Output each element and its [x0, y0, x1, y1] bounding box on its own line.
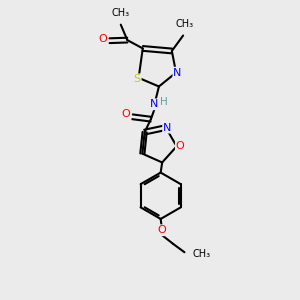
Text: O: O	[99, 34, 107, 44]
Text: O: O	[176, 141, 184, 152]
Text: N: N	[163, 123, 172, 133]
Text: N: N	[150, 99, 158, 109]
Text: CH₃: CH₃	[176, 19, 194, 29]
Text: CH₃: CH₃	[193, 249, 211, 259]
Text: O: O	[158, 225, 166, 235]
Text: CH₃: CH₃	[112, 8, 130, 18]
Text: N: N	[173, 68, 182, 78]
Text: O: O	[122, 110, 130, 119]
Text: H: H	[160, 97, 168, 107]
Text: S: S	[134, 74, 141, 84]
